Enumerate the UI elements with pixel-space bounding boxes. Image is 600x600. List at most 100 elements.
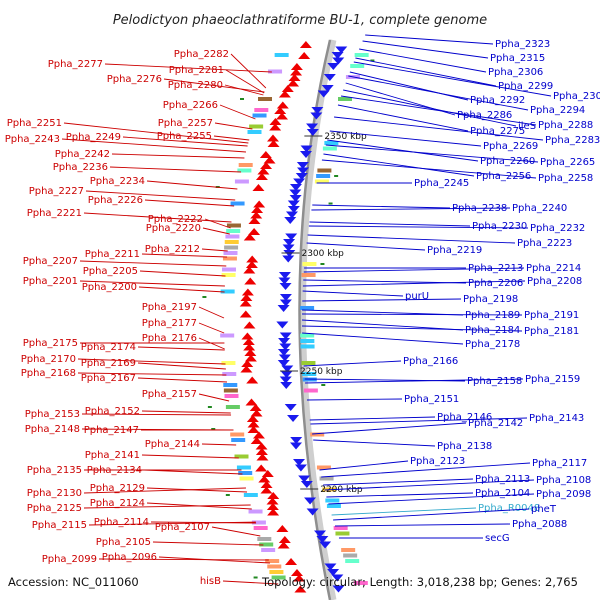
right-leader-line [302,280,526,287]
annotation-block [326,504,341,508]
reverse-strand-feature [246,376,259,384]
forward-strand-feature [297,167,310,175]
left-gene-labels: Ppha_2282 Ppha_2277 Ppha_2281 Ppha_2276 Ppha… [5,49,279,587]
annotation-block [258,97,273,101]
right-leader-line [333,508,530,521]
reverse-strand-feature [290,569,303,576]
right-gene-label: Ppha_2288 [538,120,593,131]
annotation-block [230,201,245,206]
right-gene-label: Ppha_2098 [536,489,591,500]
annotation-block [302,372,317,376]
annotation-block [238,163,253,167]
marker-tick [253,576,258,579]
left-gene-label: Ppha_2099 [42,554,97,565]
left-leader-line [83,504,251,509]
reverse-strand-feature [255,173,268,180]
left-leader-line [144,199,235,207]
annotation-block [221,273,236,277]
right-gene-label: Ppha_2283 [545,135,600,146]
right-leader-line [321,159,537,179]
map-title: Pelodictyon phaeoclathratiforme BU-1, co… [113,13,487,28]
forward-strand-feature [277,349,290,356]
reverse-strand-feature [293,574,306,582]
right-gene-label: Ppha_2299 [498,81,553,92]
forward-strand-feature [276,321,289,329]
right-gene-label: Ppha_2258 [538,173,593,184]
right-gene-label: purU [405,291,429,302]
reverse-strand-feature [267,492,280,499]
annotation-block [239,476,254,481]
right-leader-line [334,116,544,141]
left-gene-label: Ppha_2129 [90,483,145,494]
reverse-strand-feature [244,349,257,356]
annotation-block [223,251,238,255]
right-gene-label: Ppha_2294 [530,105,585,116]
left-gene-label: Ppha_2174 [81,342,136,353]
left-leader-line [98,558,269,561]
marker-tick [334,175,339,177]
right-leader-line [321,462,531,478]
annotation-block [247,130,262,134]
right-gene-label: Ppha_2191 [524,310,579,321]
annotation-block [345,559,360,563]
annotation-block [226,223,241,228]
right-gene-label: pheT [531,504,557,515]
forward-strand-feature [277,305,290,312]
forward-strand-feature [331,574,344,582]
reverse-strand-feature [266,497,279,505]
reverse-strand-feature [248,228,261,235]
annotation-block [267,564,282,569]
reverse-strand-feature [267,140,280,147]
marker-tick [211,428,216,430]
right-leader-line [310,417,528,425]
left-leader-line [225,69,265,94]
forward-strand-feature [279,376,292,384]
left-gene-label: Ppha_2280 [168,80,223,91]
annotation-block [236,465,251,470]
forward-strand-feature [283,239,296,246]
forward-strand-feature [324,563,337,571]
marker-tick [320,263,325,265]
left-leader-line [83,487,246,494]
forward-strand-feature [327,569,340,576]
left-gene-label: Ppha_2168 [21,368,76,379]
annotation-block [254,108,269,112]
right-gene-label: Ppha_2240 [512,203,567,214]
forward-strand-feature [278,272,291,279]
right-gene-label: Ppha_2178 [465,339,520,350]
forward-strand-feature [289,184,302,191]
reverse-strand-feature [240,294,253,301]
reverse-strand-feature [290,68,303,76]
annotation-block [269,570,284,574]
left-gene-label: Ppha_2281 [169,65,224,76]
forward-strand-feature [293,459,306,466]
annotation-block [248,509,263,514]
left-gene-label: Ppha_2205 [83,266,138,277]
annotation-block [274,53,289,57]
reverse-strand-feature [263,156,276,164]
right-leader-line [312,422,467,435]
reverse-strand-feature [243,233,256,241]
annotation-block [222,372,237,376]
scale-layer: 2350 kbp 2300 kbp 2250 kbp 2200 kbp [280,132,367,495]
left-gene-label: Ppha_2200 [82,282,137,293]
left-leader-line [137,362,226,370]
forward-strand-feature [279,332,292,340]
left-gene-label: Ppha_2242 [55,149,110,160]
left-gene-label: Ppha_2144 [145,439,200,450]
right-leader-line [359,48,487,73]
left-gene-label: Ppha_2152 [85,406,140,417]
annotation-block [261,548,276,552]
reverse-strand-feature [250,409,263,417]
reverse-strand-feature [240,365,253,373]
right-gene-label: Ppha_2232 [530,223,585,234]
left-gene-label: Ppha_2141 [85,450,140,461]
left-leader-line [150,521,257,524]
forward-strand-feature [311,107,324,114]
feature-layer [202,41,375,593]
left-gene-label: Ppha_2169 [81,358,136,369]
right-leader-line [302,298,462,302]
forward-strand-feature [278,354,291,362]
forward-strand-feature [296,162,309,169]
